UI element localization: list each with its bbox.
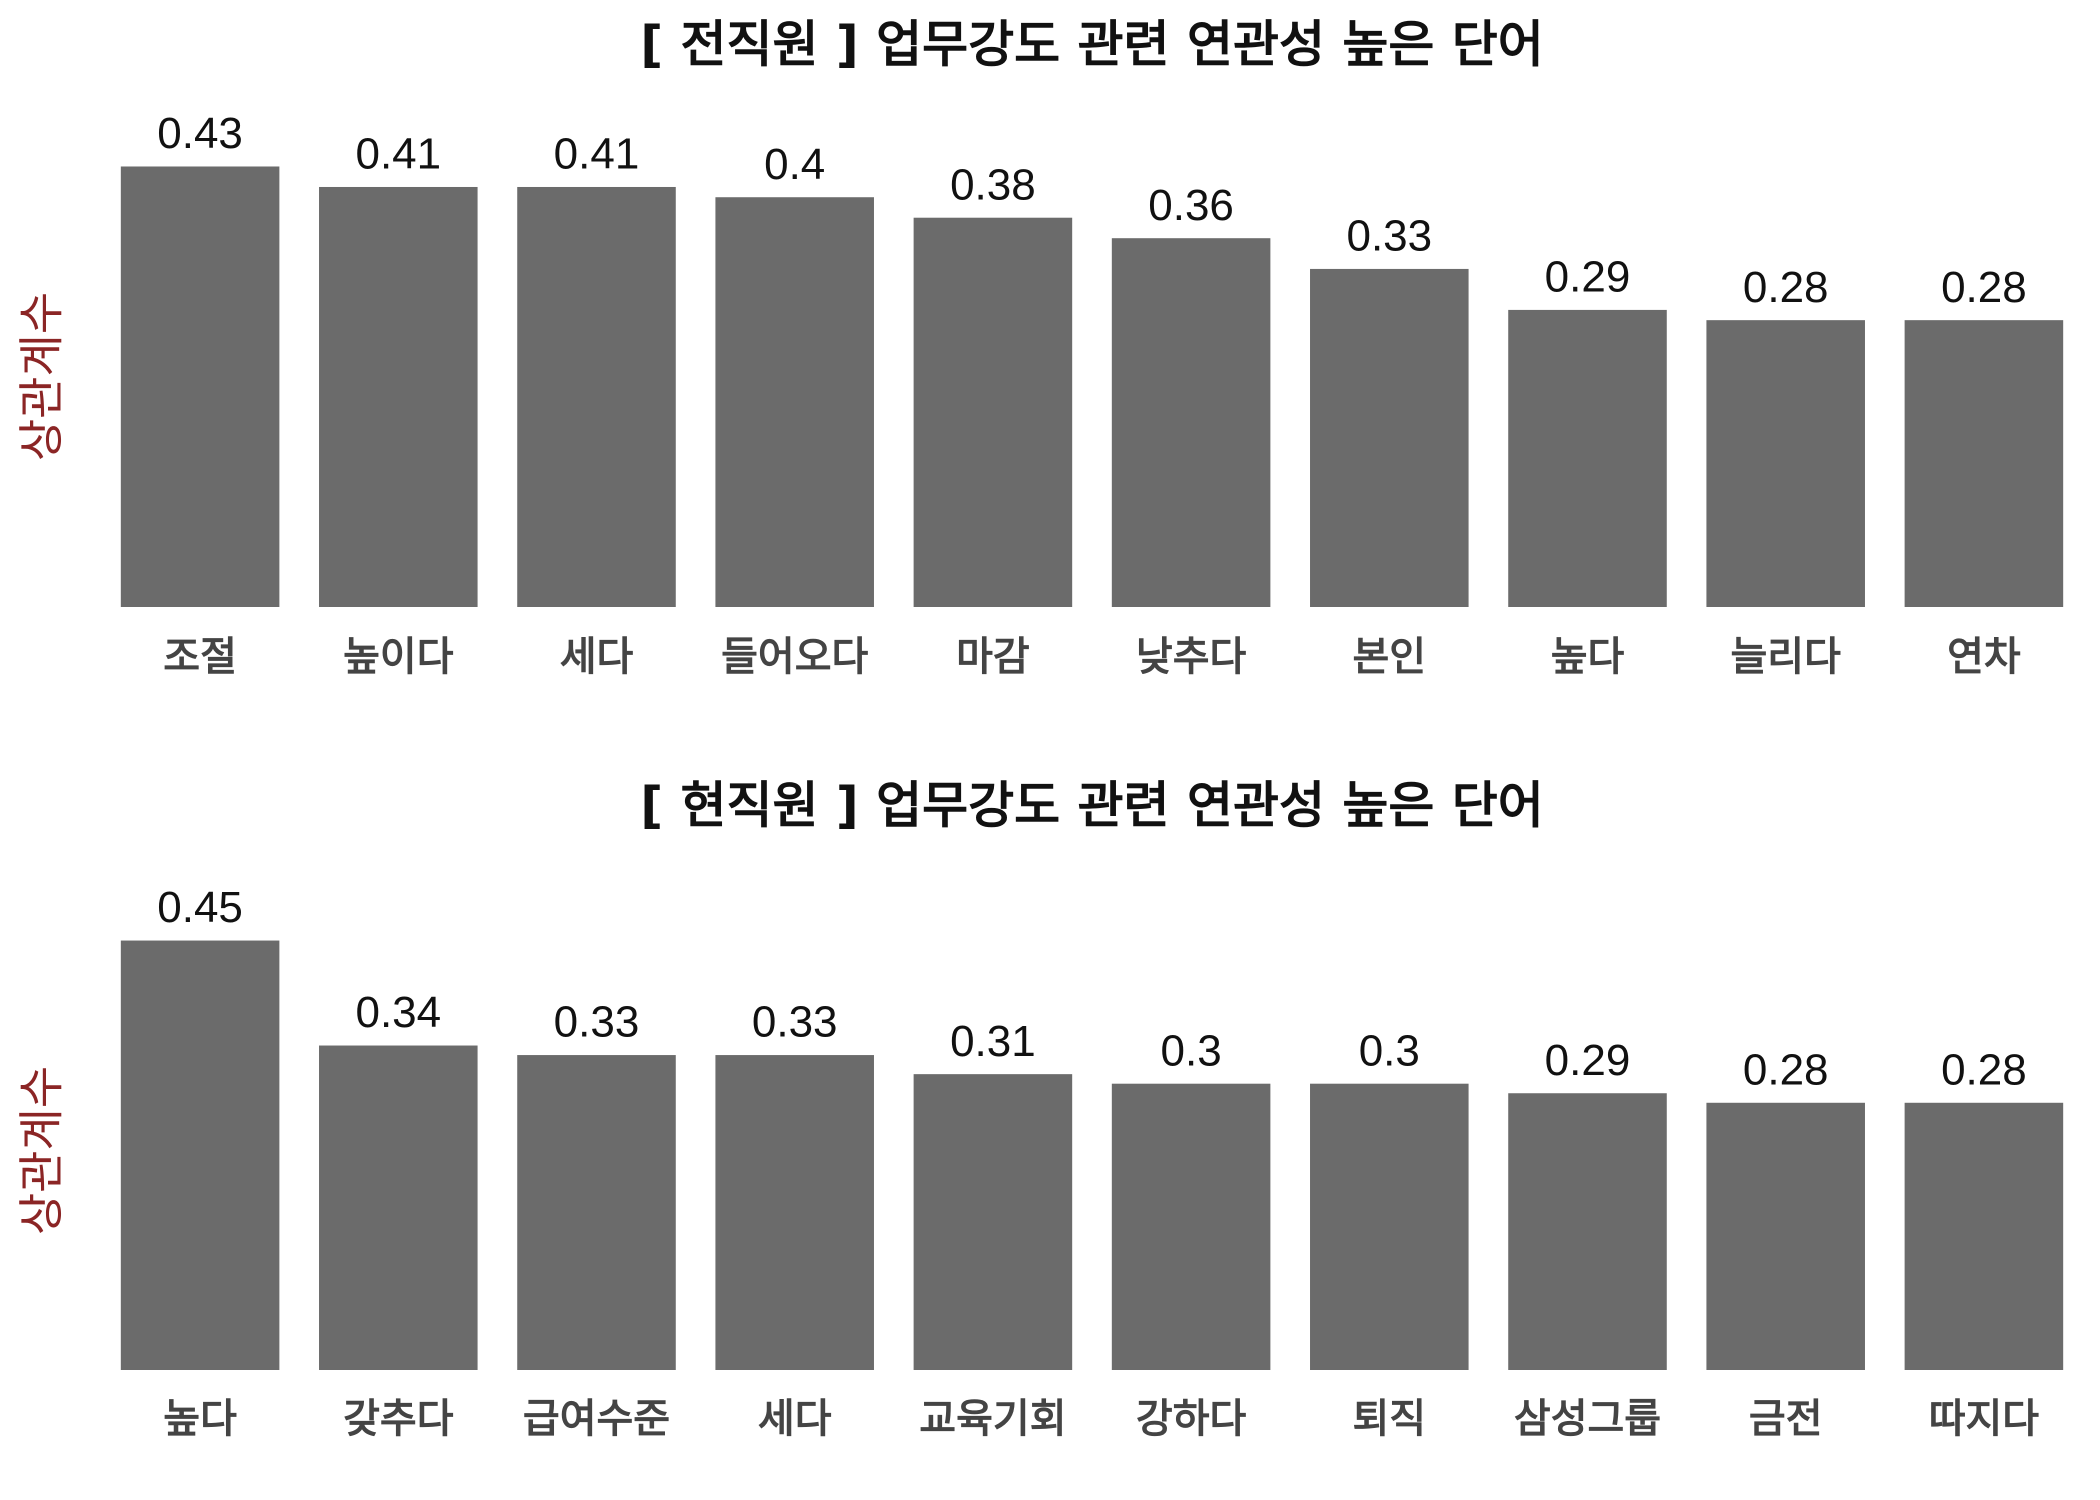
bar xyxy=(715,1055,874,1370)
y-axis-label: 상관계수 xyxy=(15,292,69,461)
bar xyxy=(120,166,280,607)
value-label: 0.34 xyxy=(355,988,441,1037)
value-label: 0.29 xyxy=(1545,253,1631,302)
bar xyxy=(1310,268,1469,607)
x-tick-label: 조절 xyxy=(163,634,237,680)
x-tick-label: 급여수준 xyxy=(523,1396,670,1442)
value-label: 0.28 xyxy=(1743,1045,1829,1094)
value-label: 0.36 xyxy=(1148,181,1234,230)
x-tick-label: 낮추다 xyxy=(1136,634,1247,680)
value-label: 0.41 xyxy=(355,130,441,179)
x-tick-label: 갖추다 xyxy=(343,1396,454,1442)
x-tick-label: 연차 xyxy=(1947,634,2021,680)
x-tick-label: 삼성그룹 xyxy=(1514,1396,1661,1442)
value-label: 0.28 xyxy=(1743,263,1829,312)
value-label: 0.33 xyxy=(1346,212,1432,261)
x-tick-label: 마감 xyxy=(956,634,1030,680)
value-label: 0.28 xyxy=(1941,263,2027,312)
bar xyxy=(1310,1083,1469,1370)
x-tick-label: 늘리다 xyxy=(1730,634,1841,680)
value-label: 0.29 xyxy=(1545,1036,1631,1085)
value-label: 0.3 xyxy=(1359,1026,1420,1075)
x-tick-label: 높이다 xyxy=(343,634,454,680)
x-tick-label: 금전 xyxy=(1749,1396,1823,1442)
value-label: 0.28 xyxy=(1941,1045,2027,1094)
bar xyxy=(1111,1083,1271,1370)
chart-title: [ 전직원 ] 업무강도 관련 연관성 높은 단어 xyxy=(640,16,1544,74)
x-tick-label: 세다 xyxy=(560,634,634,680)
bar xyxy=(517,1055,676,1370)
bar xyxy=(1508,1093,1667,1370)
chart-title: [ 현직원 ] 업무강도 관련 연관성 높은 단어 xyxy=(640,777,1544,835)
y-axis-label: 상관계수 xyxy=(15,1066,69,1235)
x-tick-label: 따지다 xyxy=(1929,1396,2040,1442)
bar xyxy=(1508,309,1667,607)
bar xyxy=(1111,238,1271,607)
value-label: 0.3 xyxy=(1161,1026,1222,1075)
bar xyxy=(1904,320,2064,607)
x-tick-label: 퇴직 xyxy=(1352,1396,1426,1442)
bar xyxy=(319,1045,478,1370)
value-label: 0.38 xyxy=(950,160,1036,209)
value-label: 0.45 xyxy=(157,883,243,932)
bar xyxy=(715,197,874,607)
value-label: 0.33 xyxy=(752,998,838,1047)
value-label: 0.43 xyxy=(157,109,243,158)
bar xyxy=(120,940,280,1370)
value-label: 0.31 xyxy=(950,1017,1036,1066)
x-tick-label: 교육기회 xyxy=(919,1396,1066,1442)
bar xyxy=(1706,1102,1865,1370)
value-label: 0.4 xyxy=(764,140,825,189)
value-label: 0.41 xyxy=(554,130,640,179)
bar xyxy=(1904,1102,2064,1370)
value-label: 0.33 xyxy=(554,998,640,1047)
bar xyxy=(913,1074,1073,1370)
x-tick-label: 세다 xyxy=(758,1396,832,1442)
bar xyxy=(517,186,676,607)
bar xyxy=(1706,320,1865,607)
x-tick-label: 높다 xyxy=(163,1396,237,1442)
x-tick-label: 높다 xyxy=(1551,634,1625,680)
bar xyxy=(319,186,478,607)
x-tick-label: 본인 xyxy=(1352,634,1426,680)
x-tick-label: 들어오다 xyxy=(721,634,868,680)
bar xyxy=(913,217,1073,607)
x-tick-label: 강하다 xyxy=(1136,1396,1247,1442)
